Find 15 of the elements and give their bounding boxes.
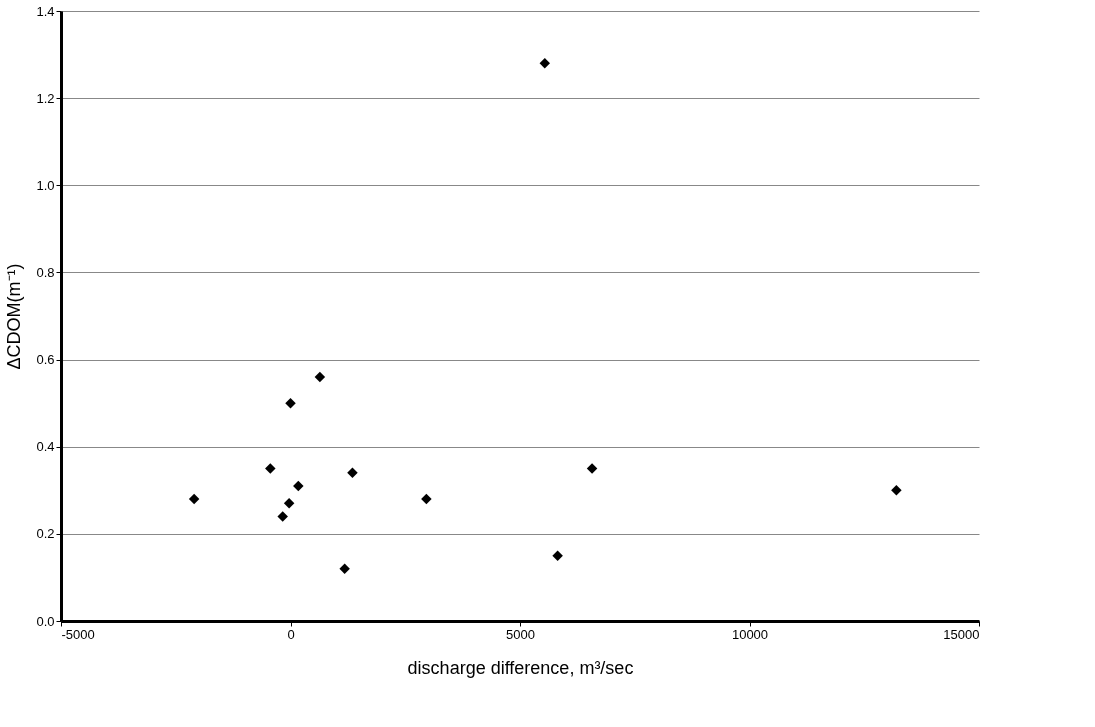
y-tick-label: 1.4	[36, 3, 55, 19]
y-tick-label: 1.0	[36, 177, 55, 193]
x-tick-label: 10000	[731, 626, 769, 642]
y-tick-label: 0.0	[36, 613, 55, 629]
x-tick-label: 0	[287, 626, 295, 642]
x-tick-label: -5000	[61, 626, 95, 642]
y-tick-label: 0.6	[36, 352, 55, 368]
y-axis-title: ΔCDOM(m⁻¹)	[4, 263, 25, 370]
y-tick-label: 0.8	[36, 264, 55, 280]
x-tick-label: 5000	[506, 626, 535, 642]
y-tick-label: 0.2	[36, 526, 55, 542]
y-tick-label: 1.2	[36, 90, 55, 106]
y-tick-label: 0.4	[36, 439, 55, 455]
x-tick-label: 15000	[943, 626, 980, 642]
x-axis-title: discharge difference, m³/sec	[407, 657, 634, 678]
